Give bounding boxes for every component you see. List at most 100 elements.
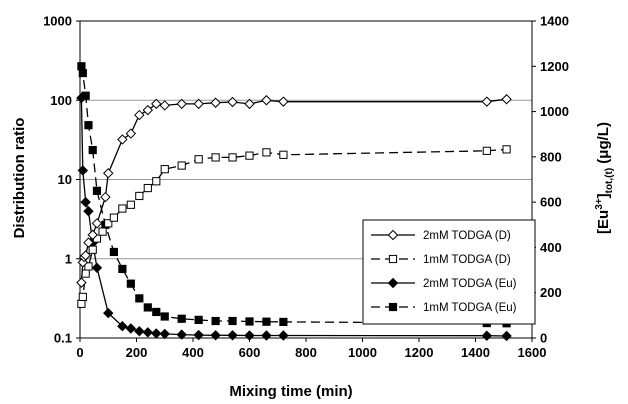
data-point (501, 94, 512, 105)
data-point (227, 330, 238, 341)
data-point (92, 186, 102, 195)
data-point (91, 218, 103, 229)
y-left-tick-label: 1000 (43, 14, 72, 29)
data-point (109, 213, 119, 222)
data-point (227, 96, 238, 108)
y-left-tick-label: 10 (58, 172, 72, 187)
data-point (481, 330, 493, 341)
data-point (193, 98, 204, 110)
series-1 (76, 94, 512, 288)
data-point (244, 98, 255, 110)
series-2 (77, 145, 511, 308)
data-point (117, 321, 128, 332)
legend: 2mM TODGA (D) 1mM TODGA (D) 2mM TODGA (Eu)… (362, 219, 536, 325)
data-point (142, 104, 154, 116)
legend-marker (388, 254, 398, 264)
data-point (152, 177, 161, 186)
legend-label: 1mM TODGA (Eu) (423, 302, 517, 314)
data-point (210, 97, 221, 108)
data-point (125, 128, 137, 139)
data-point (211, 316, 220, 326)
y-left-tick-label: 1 (65, 251, 72, 266)
x-tick-label: 400 (182, 345, 204, 360)
data-point (481, 96, 493, 107)
y-right-tick-label: 1000 (540, 104, 569, 119)
data-point (81, 269, 90, 278)
x-tick-label: 0 (76, 345, 83, 360)
y-left-tick-label: 100 (50, 93, 72, 108)
data-point (193, 329, 204, 341)
data-point (135, 294, 144, 303)
x-tick-label: 200 (126, 345, 148, 360)
data-point (262, 317, 271, 326)
data-point (152, 307, 161, 317)
data-point (159, 100, 170, 111)
data-point (78, 68, 87, 78)
data-point (118, 204, 127, 213)
legend-marker (388, 302, 398, 312)
data-point (104, 219, 113, 228)
data-point (177, 161, 186, 170)
y-left-axis-ticks: 0.1 1 10 100 1000 (43, 14, 80, 346)
series-layer (76, 62, 512, 342)
data-point (78, 292, 87, 302)
x-tick-label: 1200 (405, 345, 434, 360)
data-point (76, 277, 87, 288)
data-point (176, 329, 187, 340)
legend-marker (387, 277, 399, 289)
data-point (77, 62, 86, 71)
data-point (482, 146, 491, 155)
data-point (151, 98, 162, 110)
data-point (228, 316, 237, 326)
y-right-tick-label: 600 (540, 195, 562, 210)
data-point (261, 95, 272, 106)
data-point (103, 168, 114, 179)
y-right-tick-label: 200 (540, 285, 562, 300)
data-point (126, 279, 135, 288)
y-left-tick-label: 0.1 (54, 331, 72, 346)
data-point (279, 150, 288, 159)
data-point (502, 145, 511, 154)
data-point (194, 155, 203, 164)
x-axis-ticks: 0 200 400 600 800 1000 1200 1400 1600 (76, 338, 546, 360)
data-point (81, 91, 90, 100)
data-point (88, 245, 97, 254)
data-point (160, 165, 169, 174)
data-point (211, 153, 220, 162)
data-point (77, 165, 89, 176)
y-right-tick-label: 0 (540, 331, 547, 346)
y-right-tick-label: 1200 (540, 59, 569, 74)
x-axis-title: Mixing time (min) (229, 383, 352, 400)
x-tick-label: 1600 (518, 345, 547, 360)
data-point (117, 134, 128, 145)
data-point (245, 317, 254, 326)
data-point (88, 145, 97, 155)
data-point (134, 326, 145, 337)
data-point (125, 323, 137, 334)
y-left-axis-title: Distribution ratio (11, 118, 28, 239)
data-point (143, 303, 152, 312)
x-tick-label: 1400 (461, 345, 490, 360)
legend-marker (387, 229, 399, 241)
data-point (84, 262, 93, 271)
y-right-tick-label: 800 (540, 149, 562, 164)
x-tick-label: 800 (295, 345, 317, 360)
data-point (80, 250, 91, 261)
data-point (262, 148, 271, 157)
data-point (261, 330, 272, 341)
data-point (98, 227, 107, 236)
data-point (109, 247, 119, 257)
y-right-axis-title: [Eu3+]tot,(t) (μg/L) (594, 122, 615, 234)
y-right-axis-ticks: 0 200 400 600 800 1000 1200 1400 (532, 14, 569, 346)
data-point (80, 196, 91, 208)
legend-label: 2mM TODGA (D) (423, 230, 511, 242)
data-point (83, 237, 94, 248)
data-point (501, 330, 512, 342)
x-tick-label: 600 (239, 345, 261, 360)
series-4 (77, 62, 511, 328)
data-point (91, 262, 103, 274)
series-3 (76, 92, 512, 342)
legend-label: 1mM TODGA (D) (423, 254, 511, 266)
data-point (245, 151, 254, 160)
